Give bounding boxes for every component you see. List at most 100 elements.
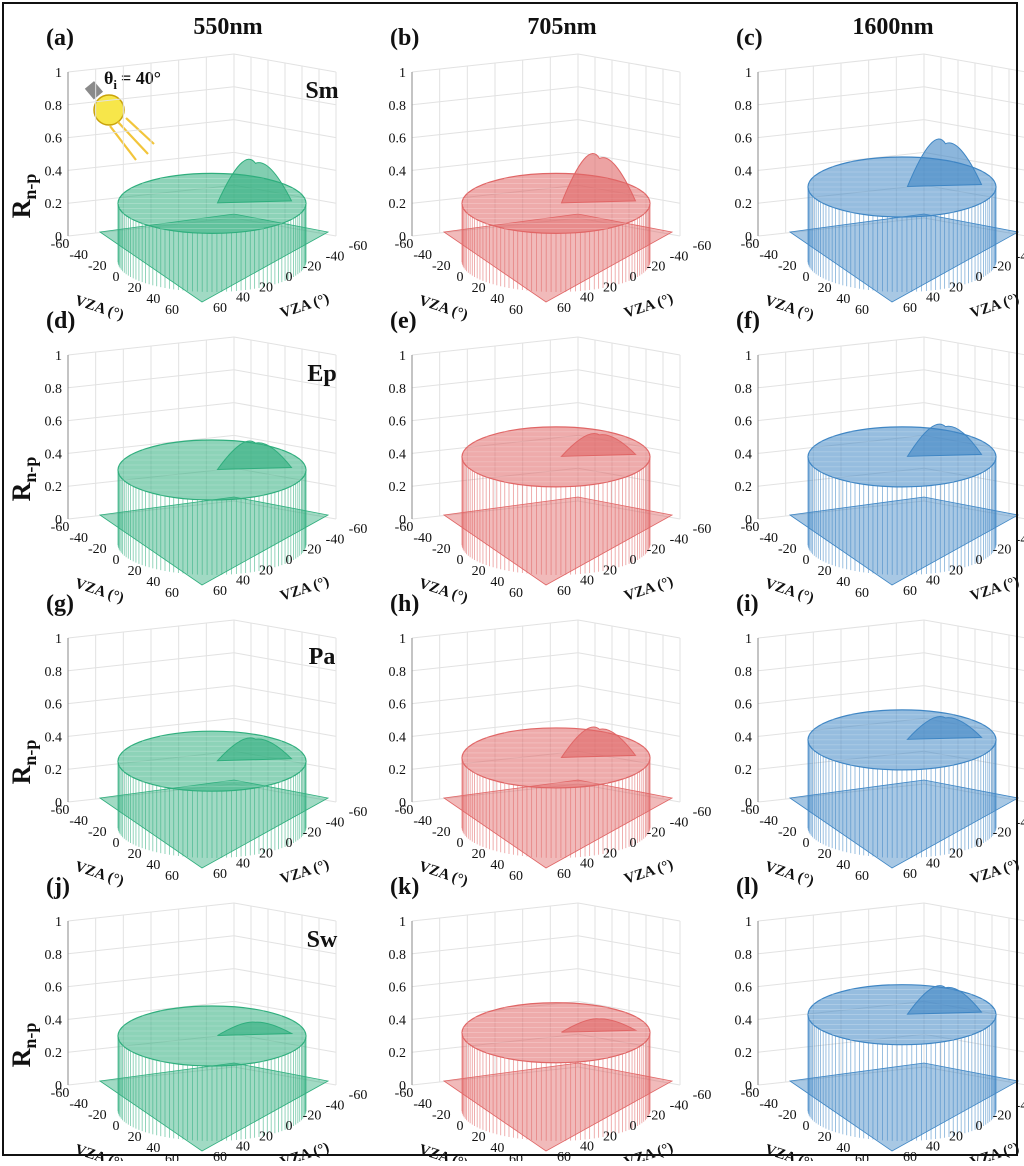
y-tick-label: 20 (259, 846, 273, 861)
y-tick-label: -20 (303, 1109, 322, 1124)
y-tick-label: 40 (236, 857, 250, 872)
x-tick-label: 0 (113, 270, 120, 285)
y-tick-label: -60 (693, 522, 712, 537)
z-tick-label: 0.6 (735, 415, 753, 430)
z-tick-label: 0.8 (735, 948, 753, 963)
x-axis-title: VZA (°) (73, 1142, 126, 1161)
y-tick-label: -20 (993, 260, 1012, 275)
x-tick-label: -60 (741, 803, 760, 818)
x-tick-label: 0 (457, 270, 464, 285)
panel-label: (i) (736, 591, 759, 617)
x-tick-label: 60 (165, 303, 179, 318)
y-tick-label: -20 (647, 1109, 666, 1124)
z-tick-label: 0.8 (45, 99, 63, 114)
x-tick-label: 40 (490, 575, 504, 590)
y-axis-title: VZA (°) (278, 1140, 331, 1161)
x-axis-title: VZA (°) (417, 1142, 470, 1161)
y-axis-title: VZA (°) (622, 574, 675, 605)
y-tick-label: -20 (993, 1109, 1012, 1124)
y-tick-label: 20 (259, 1129, 273, 1144)
z-tick-label: 0.8 (735, 665, 753, 680)
z-tick-label: 0.2 (389, 197, 407, 212)
panel-label: (e) (390, 308, 417, 334)
y-tick-label: -20 (647, 826, 666, 841)
z-tick-label: 0.2 (45, 1046, 63, 1061)
z-tick-label: 0.8 (45, 665, 63, 680)
z-tick-label: 0.8 (389, 665, 407, 680)
y-tick-label: 40 (236, 291, 250, 306)
x-tick-label: 20 (818, 1130, 832, 1145)
y-tick-label: 20 (949, 846, 963, 861)
y-tick-label: 20 (603, 1129, 617, 1144)
x-tick-label: -20 (432, 542, 451, 557)
y-tick-label: -60 (693, 1088, 712, 1103)
x-tick-label: -60 (741, 520, 760, 535)
z-tick-label: 1 (745, 66, 752, 81)
z-tick-label: 0.2 (735, 197, 753, 212)
x-tick-label: 0 (457, 553, 464, 568)
x-tick-label: -60 (51, 803, 70, 818)
x-axis-title: VZA (°) (73, 293, 126, 324)
x-tick-label: -60 (395, 803, 414, 818)
y-tick-label: 20 (603, 280, 617, 295)
x-tick-label: 20 (472, 564, 486, 579)
row-label: Sw (307, 927, 338, 953)
x-tick-label: -40 (413, 814, 432, 829)
z-tick-label: 0.6 (389, 698, 407, 713)
x-tick-label: 20 (128, 564, 142, 579)
y-tick-label: 40 (926, 1140, 940, 1155)
y-tick-label: -20 (993, 543, 1012, 558)
x-tick-label: -40 (413, 1097, 432, 1112)
z-axis-title-main: R (7, 482, 36, 501)
row-label: Sm (305, 78, 338, 104)
z-axis-title-main: R (7, 1048, 36, 1067)
x-tick-label: 60 (509, 1152, 523, 1161)
y-tick-label: 60 (903, 584, 917, 599)
x-tick-label: -60 (51, 237, 70, 252)
x-axis-title: VZA (°) (417, 293, 470, 324)
z-tick-label: 1 (745, 632, 752, 647)
y-tick-label: 20 (603, 846, 617, 861)
y-tick-label: -40 (670, 815, 689, 830)
x-tick-label: 40 (836, 1141, 850, 1156)
y-tick-label: -20 (303, 826, 322, 841)
y-tick-label: 40 (926, 574, 940, 589)
x-tick-label: -20 (778, 542, 797, 557)
y-tick-label: 60 (557, 301, 571, 316)
panel-label: (k) (390, 874, 419, 900)
y-tick-label: -20 (647, 543, 666, 558)
x-tick-label: 40 (490, 1141, 504, 1156)
y-axis-title: VZA (°) (968, 574, 1021, 605)
y-tick-label: -20 (993, 826, 1012, 841)
y-tick-label: 20 (949, 563, 963, 578)
y-tick-label: -60 (693, 805, 712, 820)
y-tick-label: -20 (647, 260, 666, 275)
x-axis-title: VZA (°) (73, 576, 126, 607)
y-tick-label: 40 (580, 857, 594, 872)
panel-label: (a) (46, 25, 74, 51)
y-tick-label: -40 (1016, 249, 1024, 264)
z-axis-title: Rn-p (7, 1023, 40, 1068)
y-axis-title: VZA (°) (622, 1140, 675, 1161)
y-tick-label: 0 (630, 553, 637, 568)
z-axis-title: Rn-p (7, 174, 40, 219)
y-axis-title: VZA (°) (278, 857, 331, 888)
y-tick-label: 0 (976, 1119, 983, 1134)
z-tick-label: 0.8 (389, 99, 407, 114)
column-header: 1600nm (852, 14, 933, 40)
panel-label: (f) (736, 308, 760, 334)
x-tick-label: 40 (146, 858, 160, 873)
z-tick-label: 0.6 (45, 415, 63, 430)
y-axis-title: VZA (°) (968, 1140, 1021, 1161)
y-tick-label: 40 (580, 291, 594, 306)
x-tick-label: -60 (741, 237, 760, 252)
z-tick-label: 0.4 (45, 730, 63, 745)
y-tick-label: -40 (326, 249, 345, 264)
z-tick-label: 0.6 (389, 981, 407, 996)
y-tick-label: 20 (949, 1129, 963, 1144)
z-tick-label: 1 (745, 349, 752, 364)
z-tick-label: 0.2 (45, 763, 63, 778)
y-tick-label: 20 (259, 563, 273, 578)
